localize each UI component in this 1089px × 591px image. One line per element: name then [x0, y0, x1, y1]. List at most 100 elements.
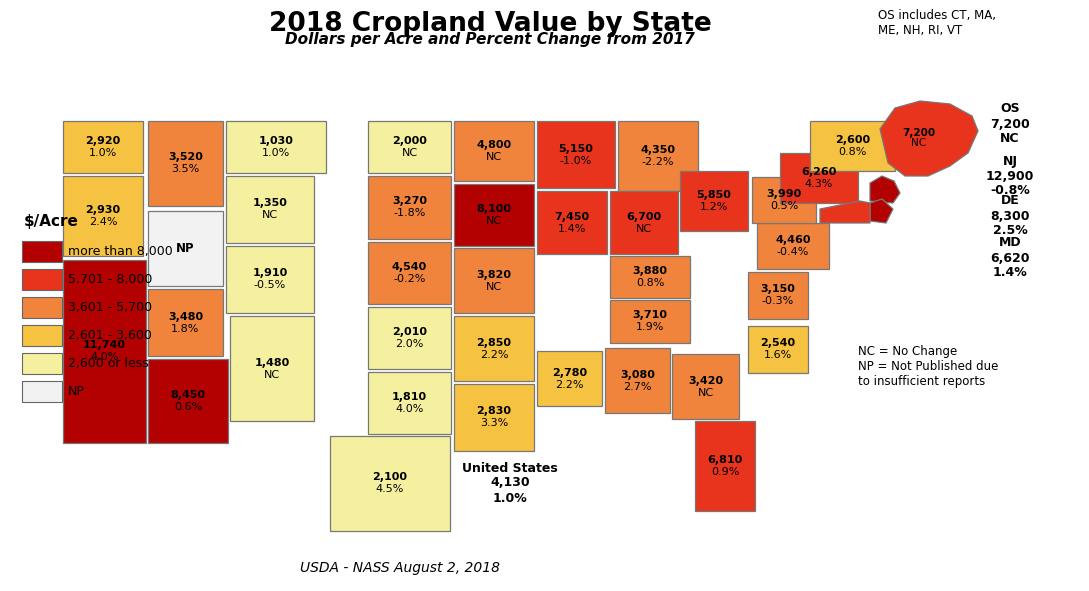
Text: Dollars per Acre and Percent Change from 2017: Dollars per Acre and Percent Change from… [285, 32, 695, 47]
Text: 2,540: 2,540 [760, 339, 796, 349]
Text: NP: NP [68, 385, 85, 398]
Text: 1.6%: 1.6% [763, 350, 792, 361]
Text: 4.5%: 4.5% [376, 485, 404, 495]
Text: 3,710: 3,710 [633, 310, 668, 320]
Text: MD
6,620
1.4%: MD 6,620 1.4% [990, 236, 1030, 280]
Bar [617, 121, 698, 191]
Bar [454, 248, 534, 313]
Text: -2.2%: -2.2% [641, 157, 674, 167]
Text: 4,350: 4,350 [640, 145, 675, 155]
Text: 2,850: 2,850 [477, 337, 512, 348]
Text: 4.3%: 4.3% [805, 179, 833, 189]
Text: 2,830: 2,830 [477, 407, 512, 417]
Bar [148, 359, 228, 443]
Bar [22, 353, 62, 374]
Text: 4.0%: 4.0% [90, 352, 119, 362]
Text: 2.7%: 2.7% [623, 382, 651, 391]
Text: 1,480: 1,480 [255, 358, 290, 368]
Text: 3,990: 3,990 [767, 189, 802, 199]
Bar [780, 153, 858, 203]
Bar [227, 176, 314, 243]
Text: USDA - NASS August 2, 2018: USDA - NASS August 2, 2018 [299, 561, 500, 575]
Text: -0.5%: -0.5% [254, 281, 286, 291]
Text: 3,880: 3,880 [633, 266, 668, 276]
Text: 4,800: 4,800 [477, 140, 512, 150]
Bar [22, 297, 62, 318]
Text: 3,270: 3,270 [392, 196, 427, 206]
Bar [680, 171, 748, 231]
Text: 8,450: 8,450 [171, 390, 206, 400]
Text: 1,910: 1,910 [253, 268, 287, 278]
Bar [748, 272, 808, 319]
Bar [605, 348, 670, 413]
Bar [63, 121, 143, 173]
Text: 1,810: 1,810 [392, 392, 427, 402]
Bar [454, 384, 534, 451]
Text: 3,520: 3,520 [168, 152, 203, 163]
Text: 3,080: 3,080 [620, 369, 654, 379]
Text: 3,150: 3,150 [760, 284, 795, 294]
Bar [752, 177, 816, 223]
Text: NC: NC [262, 210, 278, 220]
Text: NC: NC [636, 223, 652, 233]
Text: 5,701 - 8,000: 5,701 - 8,000 [68, 273, 152, 286]
Text: 7,450: 7,450 [554, 212, 589, 222]
Bar [22, 325, 62, 346]
Bar [368, 121, 451, 173]
Text: NC: NC [486, 216, 502, 226]
Polygon shape [870, 199, 893, 223]
Text: 8,100: 8,100 [477, 204, 512, 214]
Text: 2,600 or less: 2,600 or less [68, 357, 149, 370]
Text: 1.0%: 1.0% [261, 148, 290, 158]
Text: -0.4%: -0.4% [776, 247, 809, 257]
Text: NP: NP [176, 242, 195, 255]
Text: 3.3%: 3.3% [480, 418, 509, 428]
Text: 6,700: 6,700 [626, 212, 661, 222]
Text: 11,740: 11,740 [83, 340, 126, 350]
Bar [454, 316, 534, 381]
Bar [610, 300, 690, 343]
Text: 1,030: 1,030 [258, 136, 293, 146]
Bar [368, 242, 451, 304]
Polygon shape [820, 201, 870, 223]
Text: $/Acre: $/Acre [24, 214, 78, 229]
Text: 0.6%: 0.6% [174, 402, 203, 412]
Text: 2,920: 2,920 [85, 136, 121, 146]
Text: 6,810: 6,810 [708, 455, 743, 465]
Text: 4,540: 4,540 [392, 262, 427, 272]
Bar [537, 351, 602, 406]
Bar [537, 121, 615, 188]
Bar [610, 191, 678, 254]
Text: 1.9%: 1.9% [636, 323, 664, 333]
Text: 4,460: 4,460 [775, 235, 810, 245]
Text: 0.5%: 0.5% [770, 201, 798, 211]
Text: NC = No Change
NP = Not Published due
to insufficient reports: NC = No Change NP = Not Published due to… [858, 345, 999, 388]
Text: 6,260: 6,260 [802, 167, 836, 177]
Text: 2.4%: 2.4% [88, 217, 118, 227]
Text: 7,200: 7,200 [902, 128, 935, 138]
Text: 2.2%: 2.2% [480, 349, 509, 359]
Bar [610, 256, 690, 298]
Text: 1.8%: 1.8% [171, 323, 199, 333]
Text: 2,100: 2,100 [372, 472, 407, 482]
Text: 2,600: 2,600 [835, 135, 870, 145]
Text: -1.0%: -1.0% [560, 155, 592, 165]
Bar [63, 176, 143, 256]
Text: 1.4%: 1.4% [558, 223, 586, 233]
Text: 3,480: 3,480 [168, 311, 203, 322]
Text: NC: NC [402, 148, 417, 158]
Text: NC: NC [486, 152, 502, 162]
Text: 0.8%: 0.8% [636, 278, 664, 288]
Bar [63, 260, 146, 443]
Text: United States
4,130
1.0%: United States 4,130 1.0% [462, 462, 558, 505]
Bar [368, 372, 451, 434]
Bar [368, 307, 451, 369]
Bar [454, 184, 534, 246]
Bar [22, 381, 62, 402]
Text: NJ
12,900
-0.8%: NJ 12,900 -0.8% [986, 154, 1035, 197]
Text: 3,420: 3,420 [688, 375, 723, 385]
Text: 5,850: 5,850 [697, 190, 732, 200]
Text: 2,000: 2,000 [392, 136, 427, 146]
Text: 2,780: 2,780 [552, 368, 587, 378]
Text: 5,150: 5,150 [559, 144, 594, 154]
